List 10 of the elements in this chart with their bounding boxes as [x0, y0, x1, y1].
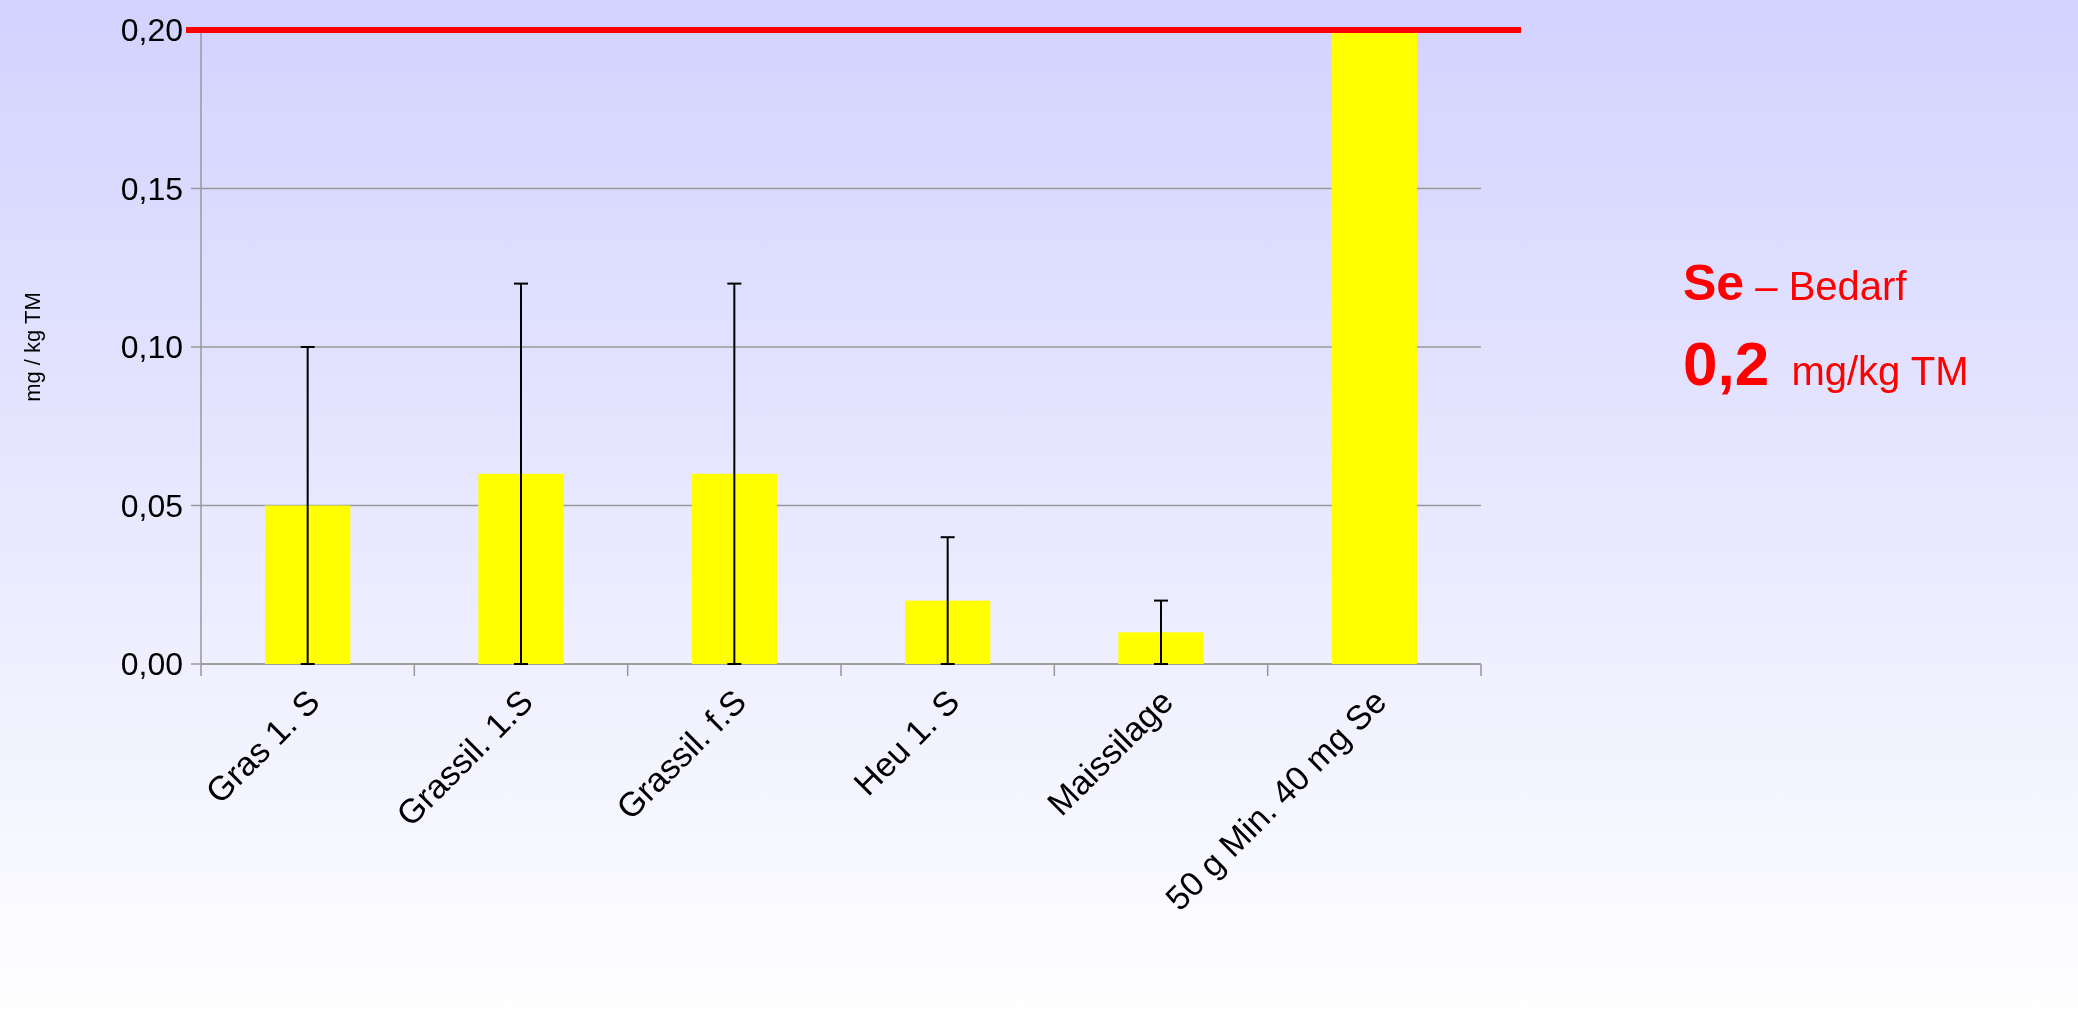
text: 0,2 mg/kg TM [1683, 329, 1969, 398]
text: Se – Bedarf [1683, 255, 1908, 311]
x-tick-label: Heu 1. S [846, 682, 967, 803]
y-axis-title: mg / kg TM [20, 292, 45, 402]
y-tick-label: 0,15 [120, 170, 183, 207]
x-tick-label: Gras 1. S [198, 682, 327, 811]
y-tick-label: 0,00 [120, 646, 183, 683]
y-tick-label: 0,10 [120, 329, 183, 366]
y-tick-label: 0,05 [120, 487, 183, 524]
y-tick-label: 0,20 [120, 12, 183, 49]
